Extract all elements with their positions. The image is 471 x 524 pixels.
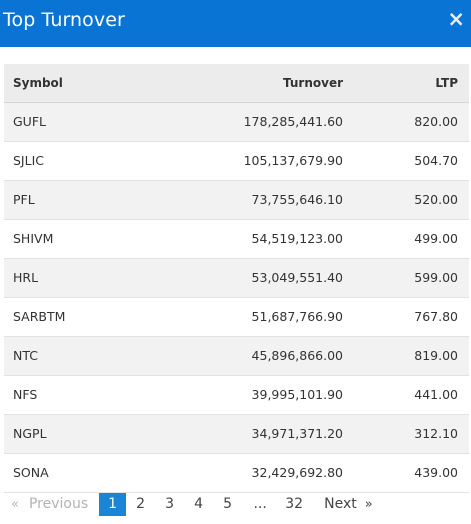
cell-turnover: 178,285,441.60	[164, 102, 343, 142]
turnover-table-container: Symbol Turnover LTP GUFL 178,285,441.60 …	[4, 64, 469, 493]
table-row[interactable]: SHIVM 54,519,123.00 499.00	[4, 219, 469, 259]
cell-symbol[interactable]: GUFL	[4, 102, 164, 142]
column-header-turnover[interactable]: Turnover	[164, 64, 343, 103]
next-page-button[interactable]: Next »	[324, 493, 373, 516]
cell-ltp: 599.00	[343, 258, 469, 298]
cell-turnover: 45,896,866.00	[164, 336, 343, 376]
cell-ltp: 312.10	[343, 414, 469, 454]
cell-ltp: 499.00	[343, 219, 469, 259]
pagination-ellipsis: ...	[253, 496, 267, 512]
close-icon[interactable]: ×	[447, 7, 465, 31]
modal-header: Top Turnover ×	[0, 0, 471, 47]
cell-turnover: 39,995,101.90	[164, 375, 343, 415]
double-chevron-left-icon: «	[11, 496, 19, 512]
cell-turnover: 51,687,766.90	[164, 297, 343, 337]
cell-symbol[interactable]: SHIVM	[4, 219, 164, 259]
cell-symbol[interactable]: NGPL	[4, 414, 164, 454]
cell-symbol[interactable]: SJLIC	[4, 141, 164, 181]
page-2-button[interactable]: 2	[136, 496, 146, 512]
cell-ltp: 767.80	[343, 297, 469, 337]
cell-symbol[interactable]: HRL	[4, 258, 164, 298]
cell-ltp: 504.70	[343, 141, 469, 181]
page-5-button[interactable]: 5	[223, 496, 233, 512]
column-header-symbol[interactable]: Symbol	[4, 64, 164, 103]
table-row[interactable]: NGPL 34,971,371.20 312.10	[4, 414, 469, 454]
cell-turnover: 53,049,551.40	[164, 258, 343, 298]
cell-ltp: 441.00	[343, 375, 469, 415]
cell-symbol[interactable]: NFS	[4, 375, 164, 415]
double-chevron-right-icon: »	[364, 496, 373, 512]
page-32-button[interactable]: 32	[285, 496, 304, 512]
table-header-row: Symbol Turnover LTP	[4, 64, 469, 103]
cell-ltp: 819.00	[343, 336, 469, 376]
cell-ltp: 439.00	[343, 453, 469, 493]
cell-turnover: 54,519,123.00	[164, 219, 343, 259]
modal-title: Top Turnover	[3, 8, 125, 31]
table-row[interactable]: SONA 32,429,692.80 439.00	[4, 453, 469, 493]
cell-turnover: 34,971,371.20	[164, 414, 343, 454]
previous-label: Previous	[28, 496, 89, 512]
table-row[interactable]: NFS 39,995,101.90 441.00	[4, 375, 469, 415]
page-3-button[interactable]: 3	[165, 496, 175, 512]
cell-turnover: 32,429,692.80	[164, 453, 343, 493]
table-row[interactable]: PFL 73,755,646.10 520.00	[4, 180, 469, 220]
cell-symbol[interactable]: PFL	[4, 180, 164, 220]
cell-symbol[interactable]: NTC	[4, 336, 164, 376]
table-row[interactable]: NTC 45,896,866.00 819.00	[4, 336, 469, 376]
cell-turnover: 105,137,679.90	[164, 141, 343, 181]
next-label: Next	[324, 496, 357, 512]
cell-symbol[interactable]: SONA	[4, 453, 164, 493]
pagination: « Previous 1 2 3 4 5 ... 32 Next »	[0, 492, 471, 516]
table-row[interactable]: SJLIC 105,137,679.90 504.70	[4, 141, 469, 181]
page-4-button[interactable]: 4	[194, 496, 204, 512]
page-1-button[interactable]: 1	[99, 492, 127, 516]
cell-ltp: 820.00	[343, 102, 469, 142]
table-row[interactable]: HRL 53,049,551.40 599.00	[4, 258, 469, 298]
previous-page-button[interactable]: « Previous	[11, 493, 88, 516]
turnover-table: Symbol Turnover LTP GUFL 178,285,441.60 …	[4, 64, 469, 493]
column-header-ltp[interactable]: LTP	[343, 64, 469, 103]
cell-symbol[interactable]: SARBTM	[4, 297, 164, 337]
table-row[interactable]: SARBTM 51,687,766.90 767.80	[4, 297, 469, 337]
table-row[interactable]: GUFL 178,285,441.60 820.00	[4, 102, 469, 142]
cell-ltp: 520.00	[343, 180, 469, 220]
cell-turnover: 73,755,646.10	[164, 180, 343, 220]
